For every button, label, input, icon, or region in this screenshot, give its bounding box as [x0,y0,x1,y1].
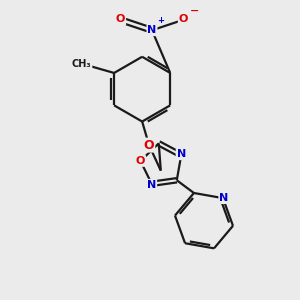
Text: O: O [116,14,125,25]
Text: O: O [179,14,188,25]
Text: −: − [190,6,199,16]
Text: N: N [219,193,229,203]
Text: N: N [147,180,156,190]
Text: O: O [136,156,145,166]
Text: O: O [144,139,154,152]
Text: N: N [177,149,186,159]
Text: +: + [157,16,164,25]
Text: CH₃: CH₃ [72,59,92,69]
Text: N: N [147,25,157,35]
